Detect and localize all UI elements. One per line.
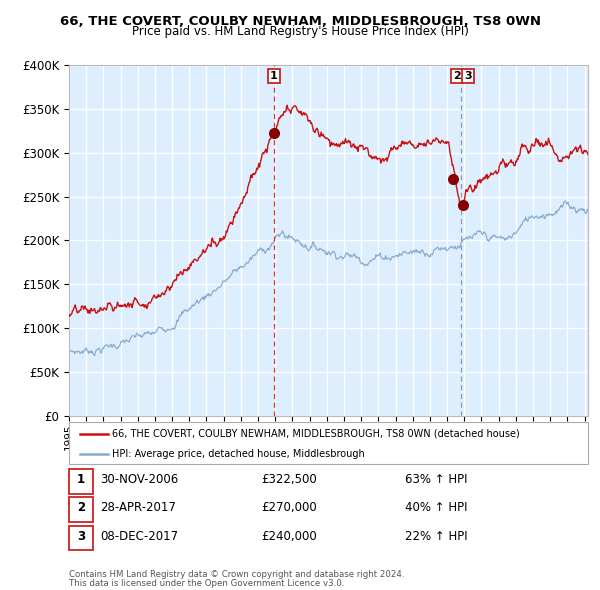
Text: 22% ↑ HPI: 22% ↑ HPI bbox=[405, 530, 467, 543]
Text: 30-NOV-2006: 30-NOV-2006 bbox=[100, 473, 178, 486]
Text: 40% ↑ HPI: 40% ↑ HPI bbox=[405, 502, 467, 514]
Text: 66, THE COVERT, COULBY NEWHAM, MIDDLESBROUGH, TS8 0WN (detached house): 66, THE COVERT, COULBY NEWHAM, MIDDLESBR… bbox=[112, 429, 520, 439]
Text: 1: 1 bbox=[270, 71, 278, 81]
Text: £240,000: £240,000 bbox=[261, 530, 317, 543]
Text: 66, THE COVERT, COULBY NEWHAM, MIDDLESBROUGH, TS8 0WN: 66, THE COVERT, COULBY NEWHAM, MIDDLESBR… bbox=[59, 15, 541, 28]
Text: HPI: Average price, detached house, Middlesbrough: HPI: Average price, detached house, Midd… bbox=[112, 449, 365, 458]
Text: Price paid vs. HM Land Registry's House Price Index (HPI): Price paid vs. HM Land Registry's House … bbox=[131, 25, 469, 38]
Text: 1: 1 bbox=[77, 473, 85, 486]
Text: 3: 3 bbox=[464, 71, 472, 81]
Text: 08-DEC-2017: 08-DEC-2017 bbox=[100, 530, 178, 543]
Text: 3: 3 bbox=[77, 530, 85, 543]
Text: £322,500: £322,500 bbox=[261, 473, 317, 486]
Text: 63% ↑ HPI: 63% ↑ HPI bbox=[405, 473, 467, 486]
Text: Contains HM Land Registry data © Crown copyright and database right 2024.: Contains HM Land Registry data © Crown c… bbox=[69, 571, 404, 579]
Text: This data is licensed under the Open Government Licence v3.0.: This data is licensed under the Open Gov… bbox=[69, 579, 344, 588]
Text: 2: 2 bbox=[453, 71, 461, 81]
Text: £270,000: £270,000 bbox=[261, 502, 317, 514]
Text: 2: 2 bbox=[77, 502, 85, 514]
Text: 28-APR-2017: 28-APR-2017 bbox=[100, 502, 176, 514]
